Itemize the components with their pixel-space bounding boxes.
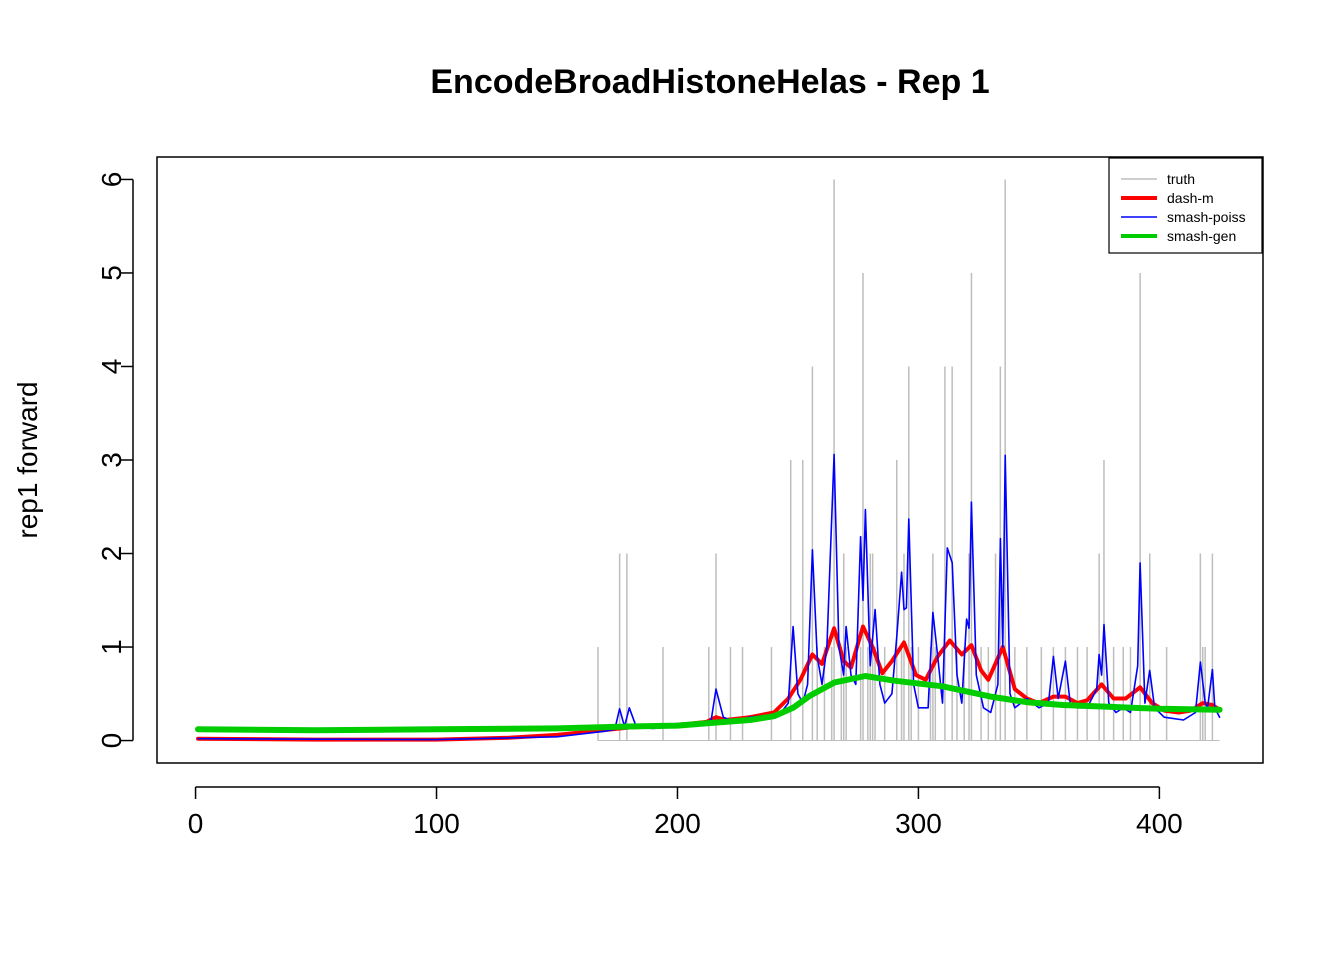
plot-frame	[156, 156, 1264, 764]
y-axis-label: rep1 forward	[12, 381, 43, 538]
y-tick-label: 5	[96, 265, 127, 281]
legend-label-dash-m: dash-m	[1167, 190, 1214, 206]
y-tick-label: 6	[96, 172, 127, 188]
series-smash-gen	[195, 673, 1223, 734]
y-tick-label: 4	[96, 359, 127, 375]
x-tick-label: 400	[1136, 808, 1183, 839]
x-tick-label: 0	[188, 808, 204, 839]
y-tick-label: 0	[96, 733, 127, 749]
x-tick-label: 300	[895, 808, 942, 839]
legend-label-truth: truth	[1167, 171, 1195, 187]
legend: truth dash-m smash-poiss smash-gen	[1108, 157, 1263, 254]
legend-label-smash-poiss: smash-poiss	[1167, 209, 1246, 225]
data-layer	[195, 179, 1223, 742]
series-truth	[597, 179, 1214, 741]
axes: 0 100 200 300 400 0 1 2 3 4 5 6	[96, 172, 1183, 839]
chart-title: EncodeBroadHistoneHelas - Rep 1	[430, 63, 989, 101]
y-tick-label: 1	[96, 639, 127, 655]
x-tick-label: 200	[654, 808, 701, 839]
x-tick-label: 100	[413, 808, 460, 839]
y-tick-label: 2	[96, 546, 127, 562]
y-tick-label: 3	[96, 452, 127, 468]
legend-label-smash-gen: smash-gen	[1167, 228, 1236, 244]
smash-gen-line	[195, 673, 1223, 734]
